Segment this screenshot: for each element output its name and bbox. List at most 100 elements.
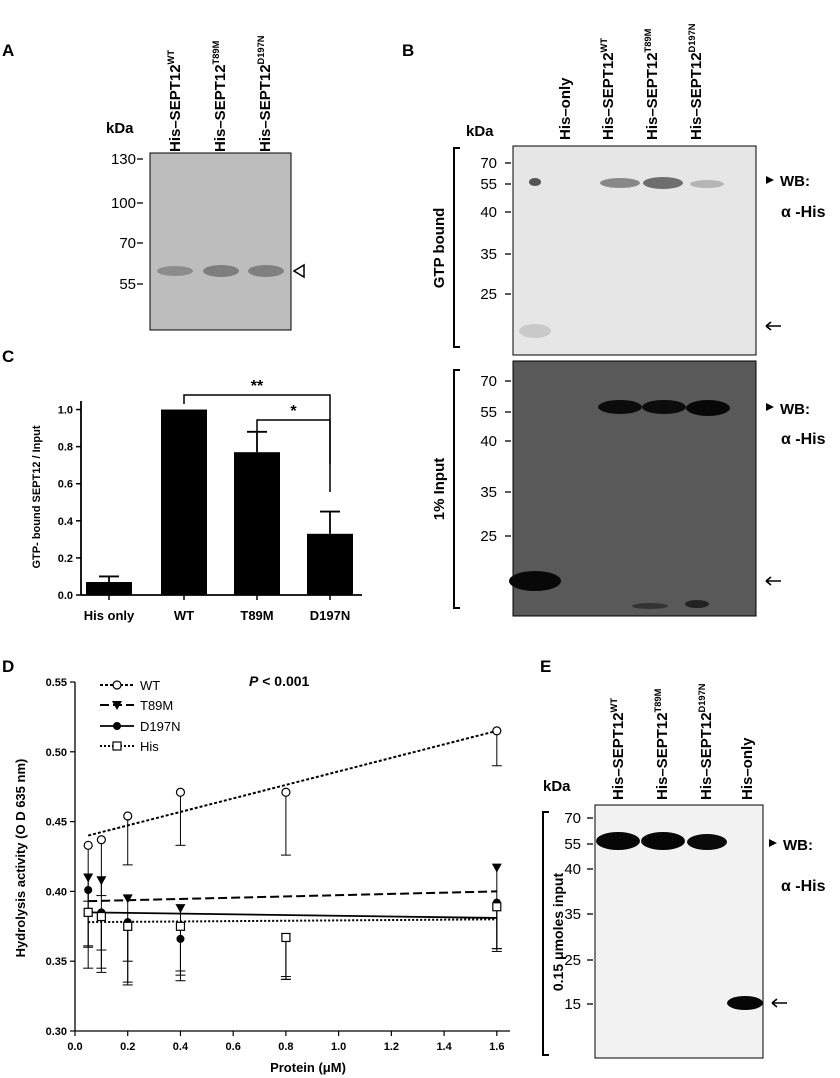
panel-d-chart: 0.0 0.2 0.4 0.6 0.8 1.0 1.2 1.4 1.6 0.30 0.35 0.40 0… <box>46 677 510 1053</box>
y-tick-label: 0.40 <box>46 886 67 898</box>
marker-label: 55 <box>564 836 581 853</box>
panel-b-top-blot <box>512 145 757 356</box>
panel-e: E kDa His–SEPT12WTHis–SEPT12T89MHis–SEPT… <box>540 657 826 1059</box>
marker-label: 130 <box>111 151 136 168</box>
panel-e-letter: E <box>540 657 551 676</box>
panel-e-lane-labels: His–SEPT12WTHis–SEPT12T89MHis–SEPT12D197… <box>609 683 756 800</box>
panel-b-bottom-antibody-label: α -His <box>781 431 826 448</box>
blot-band <box>509 571 561 591</box>
left-arrow-icon <box>765 321 781 331</box>
data-point <box>96 876 107 886</box>
y-tick-label: 0.55 <box>46 677 67 689</box>
category-label: T89M <box>240 608 273 623</box>
lane-label-text: His–SEPT12 <box>167 64 184 152</box>
lane-label-superscript: T89M <box>643 28 653 52</box>
x-tick-label: 0.6 <box>226 1041 241 1053</box>
marker-label: 35 <box>480 484 497 501</box>
lane-label: His–SEPT12T89M <box>653 688 671 800</box>
y-tick-label: 0.8 <box>58 442 73 454</box>
data-point <box>491 863 502 873</box>
panel-b-top-antibody-label: α -His <box>781 204 826 221</box>
panel-b-top-wb-label: WB: <box>780 173 810 190</box>
series-wt <box>83 726 502 902</box>
y-tick-label: 0.30 <box>46 1026 67 1038</box>
legend-label: D197N <box>140 719 180 734</box>
panel-b-bottom-wb-label: WB: <box>780 401 810 418</box>
lane-label: His–SEPT12WT <box>599 38 617 140</box>
data-point <box>83 840 93 850</box>
blot-band <box>632 603 668 609</box>
series-his <box>83 902 502 983</box>
data-point <box>492 902 502 912</box>
filled-triangle-icon <box>769 839 777 847</box>
blot-band <box>643 177 683 189</box>
panel-d: D Hydrolysis activity (O D 635 nm) Prote… <box>2 657 510 1075</box>
left-arrow-icon <box>771 998 787 1008</box>
significance-bracket <box>256 419 331 492</box>
lane-label-text: His–SEPT12 <box>698 712 715 800</box>
lane-label-text: His–only <box>739 737 756 800</box>
lane-label-superscript: D197N <box>687 23 697 52</box>
marker-label: 15 <box>564 996 581 1013</box>
lane-label-superscript: T89M <box>211 40 221 64</box>
panel-c: C GTP- bound SEPT12 / Input 0.0 0.2 0.4 0.6… <box>2 347 362 623</box>
p-value-symbol: P <box>249 673 259 689</box>
left-arrow-icon <box>765 576 781 586</box>
panel-a-band <box>203 265 239 277</box>
panel-a-gel <box>149 152 292 331</box>
fit-line <box>87 729 498 837</box>
p-value-text: < 0.001 <box>258 673 309 689</box>
input-amount-bracket <box>542 811 549 1056</box>
blot-band <box>519 324 551 338</box>
fit-line <box>88 911 497 919</box>
marker-label: 40 <box>480 204 497 221</box>
bar <box>86 582 132 595</box>
data-point <box>281 787 291 797</box>
filled-triangle-icon <box>766 176 774 184</box>
panel-b-kda-label: kDa <box>466 123 494 140</box>
lane-label-text: His–SEPT12 <box>610 712 627 800</box>
panel-e-markers: 70 55 40 35 25 15 <box>564 810 593 1013</box>
panel-b-letter: B <box>402 41 414 60</box>
y-tick-label: 0.35 <box>46 956 67 968</box>
marker-label: 40 <box>564 861 581 878</box>
panel-a-lane-labels: His–SEPT12WTHis–SEPT12T89MHis–SEPT12D197… <box>166 35 274 152</box>
lane-label-superscript: WT <box>599 38 609 53</box>
legend-marker <box>112 741 122 751</box>
blot-band <box>686 400 730 416</box>
panel-a: A kDa His–SEPT12WTHis–SEPT12T89MHis–SEPT… <box>2 35 305 331</box>
panel-b-top-markers: 70 55 40 35 25 <box>480 155 511 303</box>
lane-label-text: His–SEPT12 <box>212 64 229 152</box>
legend-marker <box>113 722 121 730</box>
data-point <box>281 932 291 943</box>
significance-label: ** <box>251 378 264 395</box>
marker-label: 55 <box>480 404 497 421</box>
y-tick-label: 0.4 <box>58 516 74 528</box>
marker-label: 70 <box>564 810 581 827</box>
blot-band <box>598 400 642 414</box>
marker-label: 25 <box>480 286 497 303</box>
panel-a-band <box>157 266 193 276</box>
marker-label: 35 <box>564 906 581 923</box>
blot-band <box>529 178 541 186</box>
filled-triangle-icon <box>766 403 774 411</box>
marker-label: 55 <box>480 176 497 193</box>
open-triangle-icon <box>292 263 305 279</box>
lane-label: His–SEPT12WT <box>166 50 184 152</box>
lane-label: His–SEPT12D197N <box>687 23 705 140</box>
data-point <box>492 726 502 736</box>
lane-label-text: His–SEPT12 <box>688 52 705 140</box>
data-point <box>83 907 93 917</box>
legend-label: WT <box>140 678 160 693</box>
lane-label: His–SEPT12WT <box>609 698 627 800</box>
marker-label: 25 <box>564 952 581 969</box>
input-amount-label: 0.15 μmoles input <box>550 873 566 992</box>
x-tick-label: 1.4 <box>436 1041 452 1053</box>
panel-a-markers: 130 100 70 55 <box>111 151 143 293</box>
series-d197n <box>83 886 502 986</box>
blot-band <box>687 834 727 850</box>
category-label: WT <box>174 608 194 623</box>
lane-label-text: His–SEPT12 <box>644 52 661 140</box>
panel-c-letter: C <box>2 347 14 366</box>
panel-a-letter: A <box>2 41 14 60</box>
